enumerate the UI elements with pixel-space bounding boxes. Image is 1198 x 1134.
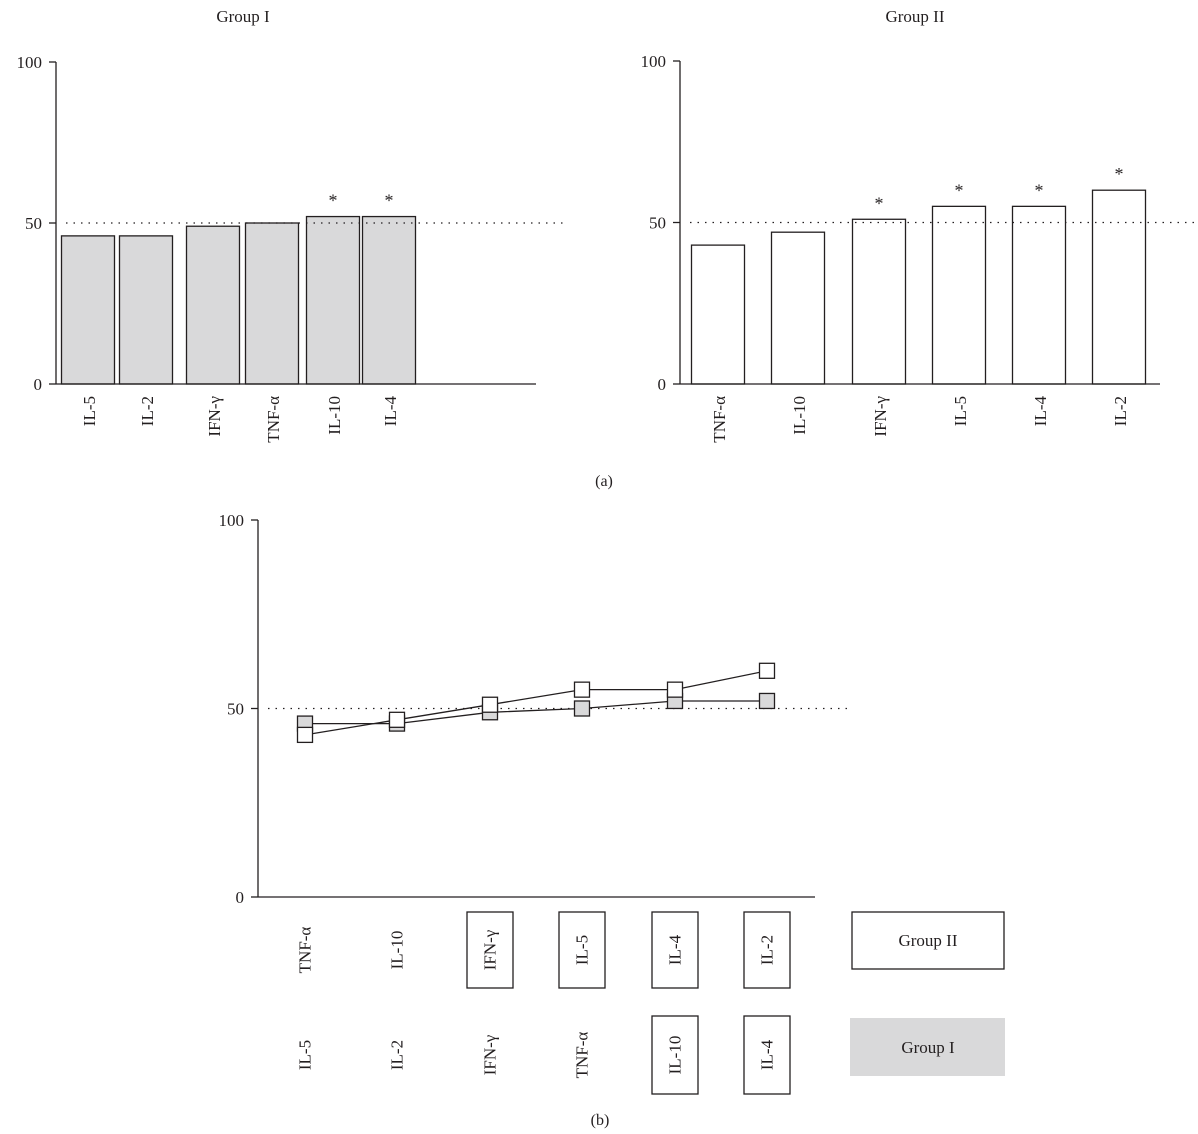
legend-box-group-i [850,1018,1005,1076]
category-label: IL-2 [388,1040,407,1070]
point-group-i [573,700,591,717]
category-label: TNF-α [573,1032,592,1079]
bar-il-2 [118,235,174,385]
bar-il-5 [60,235,116,385]
bar-tnf-α [690,244,746,385]
category-label: IL-5 [296,1040,315,1070]
y-tick-label: 100 [641,52,667,71]
y-tick-label: 50 [227,700,244,719]
y-tick-label: 0 [236,888,245,907]
legend-label-group-i: Group I [901,1038,955,1057]
point-group-i [758,692,776,710]
x-tick-label: IL-10 [325,396,344,435]
category-label: IL-4 [758,1039,777,1070]
category-label: IL-10 [388,931,407,970]
legend-box-group-ii [851,911,1005,970]
x-tick-label: IL-2 [1111,396,1130,426]
x-tick-label: IFN-γ [871,396,890,437]
panel-b-label: (b) [591,1112,610,1129]
y-tick-label: 0 [34,375,43,394]
bar-tnf-α [244,222,300,385]
y-tick-label: 50 [649,214,666,233]
bar-il-4 [1011,205,1067,385]
series-line-group-i [305,700,767,725]
significance-marker: * [1035,180,1044,200]
chart-title: Group II [885,7,944,26]
category-box [466,911,514,989]
significance-marker: * [875,193,884,213]
category-label: IL-2 [758,935,777,965]
significance-marker: * [329,191,338,211]
category-box [558,911,606,989]
category-label: IFN-γ [481,929,500,970]
category-box [651,1015,699,1095]
point-group-ii [388,711,406,728]
category-label: IL-10 [666,1036,685,1075]
point-group-ii [758,662,776,679]
x-tick-label: IL-5 [80,396,99,426]
category-box [743,911,791,989]
bar-il-10 [770,231,826,385]
x-tick-label: IL-10 [790,396,809,435]
x-tick-label: TNF-α [710,396,729,443]
panel-a-label: (a) [595,473,613,490]
y-tick-label: 0 [658,375,667,394]
category-box [743,1015,791,1095]
bar-il-5 [931,205,987,385]
category-label: IFN-γ [481,1034,500,1075]
category-box [651,911,699,989]
x-tick-label: IL-2 [138,396,157,426]
x-tick-label: IL-4 [381,396,400,427]
legend-label-group-ii: Group II [898,931,957,950]
category-label: TNF-α [296,927,315,974]
x-tick-label: IFN-γ [205,396,224,437]
significance-marker: * [385,191,394,211]
point-group-ii [481,696,499,713]
x-tick-label: TNF-α [264,396,283,443]
bar-il-2 [1091,189,1147,385]
category-label: IL-4 [666,934,685,965]
x-tick-label: IL-5 [951,396,970,426]
bar-il-4 [361,215,417,385]
bar-il-10 [305,215,361,385]
y-tick-label: 100 [17,53,43,72]
series-line-group-ii [304,670,768,736]
y-tick-label: 100 [219,511,245,530]
point-group-ii [573,681,591,698]
point-group-ii [296,726,314,744]
point-group-ii [666,681,684,698]
y-tick-label: 50 [25,214,42,233]
chart-title: Group I [216,7,270,26]
significance-marker: * [1115,164,1124,184]
significance-marker: * [955,180,964,200]
bar-ifn-γ [185,225,241,385]
x-tick-label: IL-4 [1031,396,1050,427]
bar-ifn-γ [851,218,907,385]
category-label: IL-5 [573,935,592,965]
